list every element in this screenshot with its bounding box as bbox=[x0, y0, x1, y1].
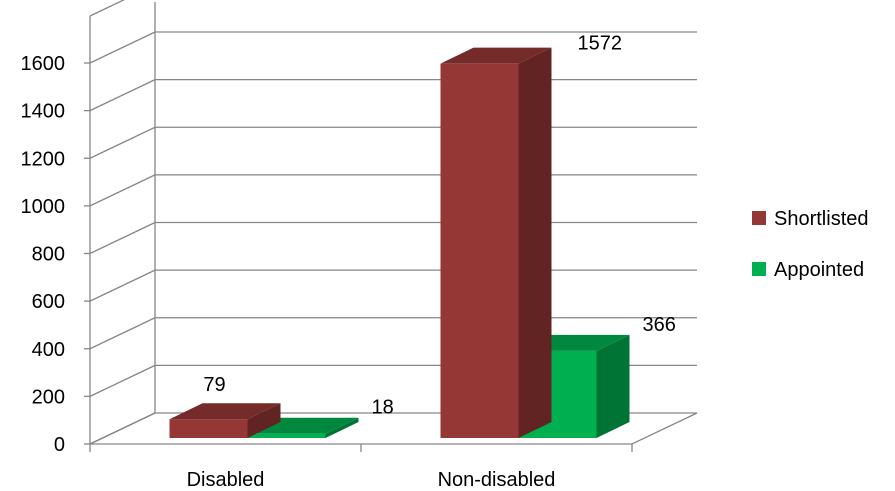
bar-front-face bbox=[440, 63, 519, 438]
bar-front-face bbox=[169, 419, 248, 438]
axes: 0 200 400 600 800 1000 1200 1400 1600 Disabled Non… bbox=[21, 16, 633, 491]
gridline-diagonal bbox=[89, 364, 156, 397]
legend-item-appointed: Appointed bbox=[752, 259, 864, 281]
y-tick-label: 1000 bbox=[21, 196, 66, 218]
bar-top-face bbox=[169, 403, 281, 420]
y-tick-label: 1400 bbox=[21, 101, 66, 123]
y-tick-label: 1200 bbox=[21, 148, 66, 170]
legend-swatch bbox=[752, 211, 766, 225]
data-label-shortlisted-non-disabled: 1572 bbox=[578, 33, 623, 55]
y-tick-label: 1600 bbox=[21, 53, 66, 75]
bar-top-face bbox=[440, 47, 552, 64]
gridline-diagonal bbox=[89, 317, 156, 350]
y-tick-label: 0 bbox=[54, 434, 65, 456]
bar-side-face bbox=[596, 334, 630, 438]
legend-item-shortlisted: Shortlisted bbox=[752, 208, 869, 230]
gridline-diagonal bbox=[89, 221, 156, 255]
legend-label: Appointed bbox=[774, 259, 864, 281]
bar-side-face bbox=[518, 47, 552, 438]
gridline-diagonal bbox=[89, 79, 156, 112]
data-label-appointed-disabled: 18 bbox=[372, 397, 394, 419]
gridline-diagonal bbox=[89, 269, 156, 302]
y-tick-label: 800 bbox=[32, 244, 65, 266]
bars bbox=[169, 47, 630, 438]
gridline-diagonal bbox=[89, 126, 156, 159]
bar-side-face bbox=[247, 403, 281, 438]
data-label-shortlisted-disabled: 79 bbox=[203, 374, 225, 396]
side-wall-top bbox=[89, 0, 126, 17]
bar-shortlisted-non-disabled bbox=[440, 47, 552, 438]
legend: Shortlisted Appointed bbox=[752, 208, 869, 281]
y-tick-label: 600 bbox=[32, 291, 65, 313]
x-category-label: Non-disabled bbox=[438, 469, 556, 491]
x-category-label: Disabled bbox=[187, 469, 265, 491]
bar-side-face bbox=[325, 417, 359, 438]
labels: 18 79 366 1572 bbox=[203, 33, 676, 419]
y-tick-label: 200 bbox=[32, 386, 65, 408]
legend-swatch bbox=[752, 262, 766, 276]
data-label-appointed-non-disabled: 366 bbox=[643, 314, 676, 336]
legend-label: Shortlisted bbox=[774, 208, 869, 230]
gridline-diagonal bbox=[89, 31, 156, 64]
bar-shortlisted-disabled bbox=[169, 403, 281, 438]
gridline-diagonal bbox=[89, 174, 156, 207]
bar-front-face bbox=[247, 433, 326, 438]
gridline-diagonal bbox=[89, 412, 156, 445]
y-tick-label: 400 bbox=[32, 339, 65, 361]
